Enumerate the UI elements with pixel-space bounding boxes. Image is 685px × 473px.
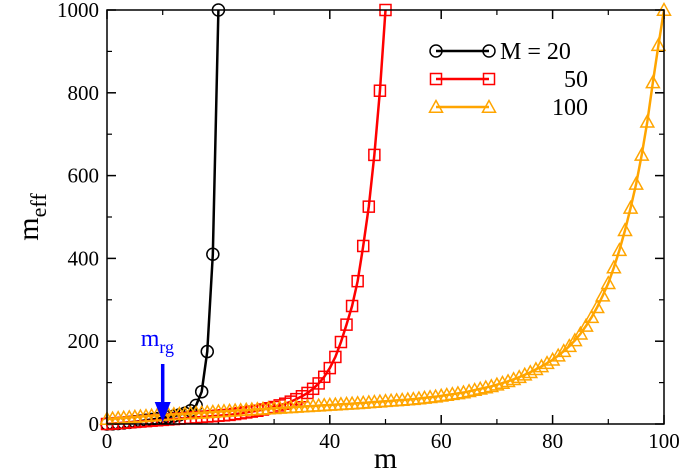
data-point xyxy=(544,351,561,366)
x-tick-label: 20 xyxy=(208,429,229,453)
legend-marker xyxy=(429,72,443,86)
data-point xyxy=(461,383,477,398)
legend-marker xyxy=(482,44,496,58)
data-point xyxy=(206,247,220,262)
series-1 xyxy=(100,3,392,431)
legend-marker xyxy=(482,72,496,86)
data-point xyxy=(494,374,511,389)
data-point xyxy=(633,146,650,161)
data-point xyxy=(477,379,494,394)
x-tick-label: 100 xyxy=(648,429,680,453)
data-point xyxy=(528,361,544,376)
data-point xyxy=(200,344,215,359)
data-point xyxy=(329,350,342,364)
plot-frame xyxy=(106,9,665,425)
legend-marker xyxy=(428,98,444,113)
annotation-label: mrg xyxy=(141,326,174,357)
data-point xyxy=(373,84,387,97)
annotation-arrow: mrg xyxy=(141,326,174,422)
y-axis-label: meff xyxy=(12,193,51,241)
legend-label: M = 20 xyxy=(500,39,571,65)
data-point xyxy=(589,299,605,314)
data-point xyxy=(345,299,359,313)
data-point xyxy=(639,113,656,128)
y-tick-label: 0 xyxy=(89,412,100,436)
data-point xyxy=(606,259,622,274)
data-point xyxy=(583,309,600,324)
x-tick-label: 80 xyxy=(542,429,563,453)
data-point xyxy=(472,380,488,395)
data-point xyxy=(438,386,455,401)
data-point xyxy=(522,364,539,379)
series-line xyxy=(106,9,387,426)
y-axis-label-sub: eff xyxy=(26,193,51,218)
y-axis-label-main: m xyxy=(12,217,45,240)
data-point xyxy=(483,378,500,393)
data-point xyxy=(611,242,628,257)
annotation-arrow-head xyxy=(154,402,171,422)
data-point xyxy=(645,74,661,89)
data-point xyxy=(617,222,633,237)
data-point xyxy=(433,387,449,402)
series-line xyxy=(106,9,220,426)
x-axis: 0 20 40 60 80 100 xyxy=(102,10,680,453)
data-point xyxy=(455,384,472,399)
data-point xyxy=(628,175,644,190)
legend-marker xyxy=(429,44,443,58)
series-layer xyxy=(99,1,672,431)
y-tick-label: 600 xyxy=(68,164,100,188)
data-point xyxy=(567,332,583,347)
data-point xyxy=(550,347,566,362)
data-point xyxy=(368,148,381,162)
data-point xyxy=(466,382,483,397)
y-tick-label: 1000 xyxy=(57,0,99,22)
data-point xyxy=(427,388,444,403)
y-tick-label: 400 xyxy=(68,246,100,270)
data-point xyxy=(533,358,550,373)
data-point xyxy=(622,199,639,214)
data-point xyxy=(594,287,611,302)
data-point xyxy=(516,366,533,381)
x-axis-label: m xyxy=(374,442,397,473)
data-point xyxy=(362,200,376,213)
x-tick-label: 40 xyxy=(319,429,340,453)
data-point xyxy=(450,385,466,400)
annotation-label-sub: rg xyxy=(159,337,174,357)
data-point xyxy=(444,386,461,401)
data-point xyxy=(505,371,522,386)
data-point xyxy=(511,369,527,384)
data-point xyxy=(578,317,594,332)
legend-label: 50 xyxy=(564,67,588,93)
x-tick-label: 0 xyxy=(102,429,113,453)
legend-label: 100 xyxy=(552,95,588,121)
data-point xyxy=(500,373,516,388)
data-point xyxy=(572,325,589,340)
legend-marker xyxy=(481,98,497,113)
data-point xyxy=(539,355,555,370)
y-tick-label: 800 xyxy=(68,81,100,105)
data-point xyxy=(194,384,209,399)
y-tick-label: 200 xyxy=(68,329,100,353)
data-point xyxy=(340,318,353,331)
data-point xyxy=(351,274,364,288)
data-point xyxy=(555,343,572,358)
data-point xyxy=(600,275,617,290)
annotation-label-main: m xyxy=(141,326,160,352)
data-point xyxy=(489,376,505,391)
data-point xyxy=(356,239,370,253)
data-point xyxy=(334,335,348,349)
y-axis: 0 200 400 600 800 1000 xyxy=(57,0,664,436)
x-tick-label: 60 xyxy=(431,429,452,453)
data-point xyxy=(650,37,667,52)
